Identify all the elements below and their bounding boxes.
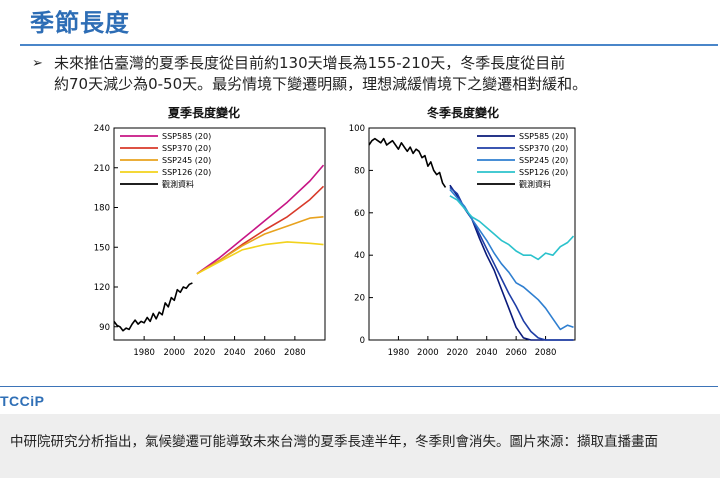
winter-legend-label: SSP585 (20): [519, 132, 568, 141]
winter-legend-label: 觀測資料: [519, 179, 551, 189]
summer-x-tick-label: 1980: [133, 348, 155, 358]
summer-plot-frame: [113, 127, 326, 341]
summer-series-line-2: [196, 216, 324, 275]
winter-x-tick-label: 1980: [388, 348, 410, 358]
title-divider: [20, 44, 718, 46]
summer-y-tick-label: 120: [94, 283, 110, 293]
winter-legend-label: SSP126 (20): [519, 168, 568, 177]
winter-legend-label: SSP370 (20): [519, 144, 568, 153]
winter-y-tick-label: 100: [349, 124, 365, 134]
slide: 季節長度 ➢ 未來推估臺灣的夏季長度從目前約130天增長為155-210天，冬季…: [0, 9, 718, 409]
summer-x-tick-label: 2060: [254, 348, 276, 358]
winter-x-tick-label: 2080: [535, 348, 557, 358]
summer-y-tick-label: 210: [94, 164, 110, 174]
winter-x-tick-label: 2040: [476, 348, 498, 358]
winter-y-tick-label: 40: [354, 251, 365, 261]
winter-series-line-3: [449, 195, 575, 261]
bullet-line-2: 約70天減少為0-50天。最劣情境下變遷明顯，理想減緩情境下之變遷相對緩和。: [54, 75, 588, 93]
arrow-bullet-icon: ➢: [32, 56, 43, 71]
bullet-line-1: 未來推估臺灣的夏季長度從目前約130天增長為155-210天，冬季長度從目前: [54, 54, 566, 72]
image-caption: 中研院研究分析指出，氣候變遷可能導致未來台灣的夏季長達半年，冬季則會消失。圖片來…: [0, 414, 720, 478]
summer-x-tick-label: 2000: [163, 348, 185, 358]
winter-y-tick-label: 20: [354, 294, 365, 304]
summer-legend-label: SSP245 (20): [162, 156, 211, 165]
slide-title: 季節長度: [30, 9, 130, 37]
winter-y-tick-label: 60: [354, 209, 365, 219]
summer-series-line-4: [113, 282, 193, 332]
winter-y-tick-label: 80: [354, 166, 365, 176]
winter-series-line-4: [368, 137, 447, 188]
summer-x-tick-label: 2020: [194, 348, 216, 358]
summer-chart-title: 夏季長度變化: [168, 106, 241, 120]
winter-x-tick-label: 2020: [446, 348, 468, 358]
summer-series-line-3: [196, 241, 324, 275]
winter-series-line-2: [449, 188, 574, 331]
summer-series-line-0: [196, 164, 325, 275]
summer-legend-label: SSP370 (20): [162, 144, 211, 153]
winter-x-tick-label: 2060: [505, 348, 527, 358]
winter-plot-frame: [368, 127, 576, 341]
summer-y-tick-label: 150: [94, 243, 110, 253]
footer-divider: [0, 386, 718, 387]
summer-legend-label: 觀測資料: [162, 179, 194, 189]
winter-chart-title: 冬季長度變化: [427, 106, 500, 120]
winter-x-tick-label: 2000: [417, 348, 439, 358]
summer-y-tick-label: 240: [94, 124, 110, 134]
summer-legend-label: SSP126 (20): [162, 168, 211, 177]
winter-legend-label: SSP245 (20): [519, 156, 568, 165]
summer-x-tick-label: 2040: [224, 348, 246, 358]
summer-y-tick-label: 90: [99, 323, 110, 333]
tccip-logo: TCCiP: [0, 393, 45, 409]
summer-x-tick-label: 2080: [284, 348, 306, 358]
summer-length-chart: 90 120 150 180 210 240 1980 2000 2020 2040 2060 208…: [94, 124, 326, 358]
summer-y-tick-label: 180: [94, 204, 110, 214]
winter-y-tick-label: 0: [360, 336, 365, 346]
summer-legend-label: SSP585 (20): [162, 132, 211, 141]
